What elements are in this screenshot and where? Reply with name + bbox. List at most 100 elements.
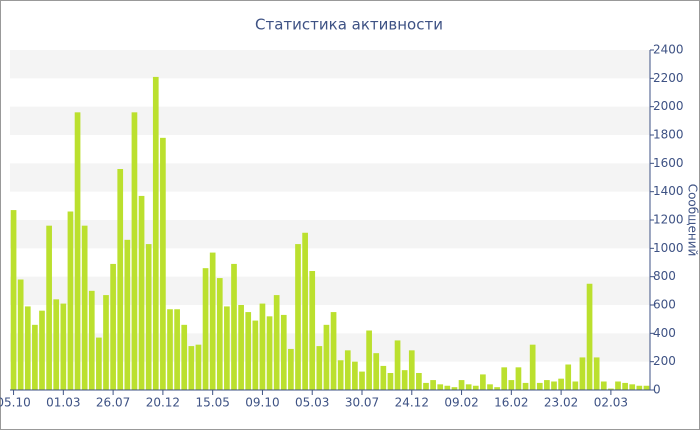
bar: [465, 384, 472, 390]
grid-band: [10, 163, 650, 192]
bar: [60, 303, 67, 390]
bar: [487, 384, 493, 390]
bar: [280, 314, 287, 390]
bar: [330, 312, 337, 390]
bar: [259, 303, 266, 390]
bar: [337, 360, 344, 390]
bar: [444, 385, 451, 390]
y-axis-label: Сообщений: [686, 184, 700, 257]
bar: [600, 381, 607, 390]
bar: [494, 387, 500, 390]
bar: [408, 350, 415, 390]
bar: [188, 346, 195, 390]
bar: [17, 279, 24, 390]
bar: [458, 380, 465, 390]
bar: [238, 305, 244, 390]
bar: [88, 290, 95, 390]
x-tick-label: 26.07: [96, 396, 130, 410]
bar: [323, 324, 330, 390]
bar: [501, 367, 508, 390]
grid-band: [10, 220, 650, 249]
x-tick-label: 15.05: [195, 396, 229, 410]
bar: [252, 320, 259, 390]
bar: [586, 283, 593, 390]
bar: [480, 374, 486, 390]
x-tick-label: 05.10: [0, 396, 31, 410]
bar: [316, 346, 323, 390]
bar: [152, 76, 159, 391]
bar: [508, 380, 515, 390]
bar: [344, 350, 351, 390]
bar: [224, 306, 230, 390]
bar: [74, 112, 81, 390]
bar: [416, 373, 422, 390]
y-tick-label: 800: [653, 269, 676, 283]
bar: [10, 210, 17, 390]
bar: [96, 337, 102, 390]
y-tick-label: 1000: [653, 241, 684, 255]
bar: [430, 380, 436, 390]
bar: [39, 310, 45, 390]
bar: [309, 271, 316, 390]
bar: [622, 382, 628, 390]
bar: [202, 268, 209, 390]
bar: [536, 382, 543, 390]
grid-band: [10, 276, 650, 305]
grid-band: [10, 106, 650, 135]
bar: [174, 309, 180, 390]
bar: [352, 361, 358, 390]
bar: [138, 195, 145, 390]
bar: [636, 385, 643, 390]
bar: [273, 295, 280, 390]
bar: [145, 244, 152, 390]
bar: [551, 381, 557, 390]
bar: [295, 244, 301, 390]
bar: [608, 388, 614, 390]
grid-band: [10, 333, 650, 362]
x-tick-label: 05.03: [295, 396, 329, 410]
y-tick-label: 600: [653, 298, 676, 312]
bar: [124, 239, 131, 390]
bar: [558, 378, 564, 390]
bar: [643, 385, 650, 390]
bar: [451, 387, 458, 390]
y-tick-label: 1200: [653, 213, 684, 227]
bar: [522, 382, 529, 390]
bar: [565, 364, 572, 390]
bar: [629, 384, 636, 390]
bar: [46, 225, 52, 390]
y-tick-label: 0: [653, 383, 661, 397]
bar: [373, 353, 380, 390]
y-tick-label: 1600: [653, 156, 684, 170]
x-tick-label: 09.02: [444, 396, 478, 410]
bar: [216, 278, 223, 390]
bar: [160, 137, 166, 390]
bar: [117, 169, 124, 390]
bar: [387, 373, 394, 390]
bar: [103, 295, 109, 390]
bar: [529, 344, 536, 390]
bar: [288, 348, 294, 390]
x-tick-label: 20.12: [146, 396, 180, 410]
bar: [131, 112, 138, 390]
bar: [81, 225, 88, 390]
bar: [195, 344, 202, 390]
bar: [231, 263, 237, 390]
y-tick-label: 200: [653, 354, 676, 368]
x-tick-label: 02.03: [594, 396, 628, 410]
y-tick-label: 400: [653, 326, 676, 340]
bar: [401, 370, 408, 390]
bar: [209, 252, 216, 390]
y-tick-label: 2000: [653, 99, 684, 113]
bar: [423, 382, 429, 390]
bar: [544, 380, 550, 390]
grid-band: [10, 50, 650, 79]
bar: [366, 330, 372, 390]
bar: [266, 316, 273, 390]
bar: [380, 365, 387, 390]
y-tick-label: 2400: [653, 43, 684, 57]
bar: [67, 211, 74, 390]
bar: [359, 371, 365, 390]
bar: [515, 367, 522, 390]
